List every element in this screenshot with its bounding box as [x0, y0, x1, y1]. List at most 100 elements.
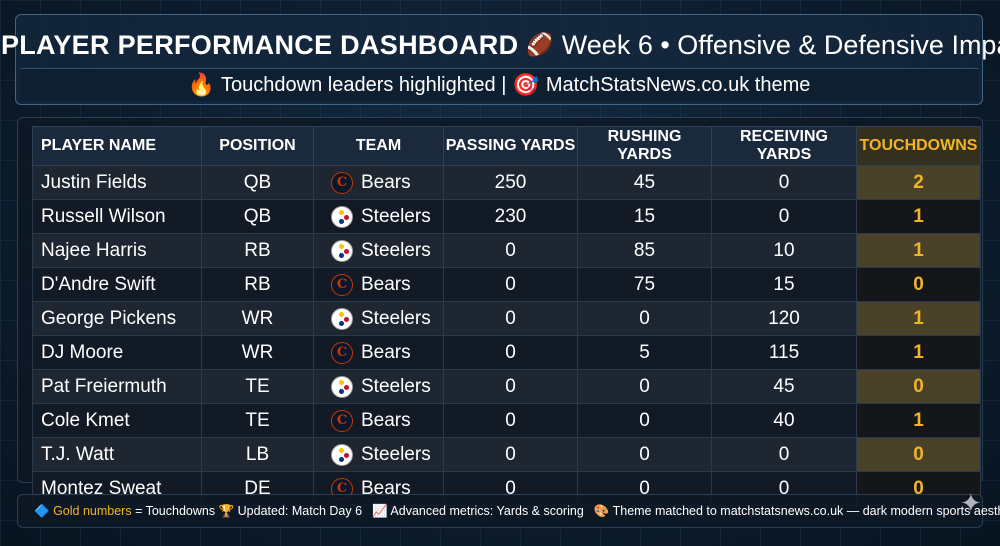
column-header-passing-yards[interactable]: PASSING YARDS — [443, 126, 578, 166]
page-subtitle: Week 6 • Offensive & Defensive Impact — [561, 29, 1000, 60]
cell-position: WR — [201, 301, 314, 336]
cell-rushing-yards: 0 — [577, 369, 712, 404]
cell-player-name: Russell Wilson — [32, 199, 202, 234]
page-title: PLAYER PERFORMANCE DASHBOARD — [0, 29, 519, 60]
cell-touchdowns: 1 — [856, 403, 981, 438]
cell-receiving-yards: 0 — [711, 199, 857, 234]
cell-team: Steelers — [313, 199, 444, 234]
cell-position: TE — [201, 369, 314, 404]
cell-touchdowns: 0 — [856, 437, 981, 472]
updated-text: Updated: Match Day 6 — [237, 503, 363, 518]
cell-position: WR — [201, 335, 314, 370]
cell-rushing-yards: 85 — [577, 233, 712, 268]
trophy-icon: 🏆 — [218, 503, 235, 518]
cell-touchdowns: 1 — [856, 199, 981, 234]
team-name: Bears — [361, 171, 411, 193]
table-row[interactable]: Russell Wilson QB Steelers 230 15 0 1 — [32, 199, 981, 234]
gold-numbers-label: Gold numbers — [53, 503, 132, 518]
cell-passing-yards: 230 — [443, 199, 578, 234]
cell-passing-yards: 0 — [443, 437, 578, 472]
column-header-touchdowns[interactable]: TOUCHDOWNS — [856, 126, 981, 166]
cell-receiving-yards: 40 — [711, 403, 857, 438]
column-header-player-name[interactable]: PLAYER NAME — [32, 126, 202, 166]
column-header-receiving-yards[interactable]: RECEIVING YARDS — [711, 126, 857, 166]
footer-metrics: 📈 Advanced metrics: Yards & scoring — [372, 504, 584, 519]
cell-rushing-yards: 5 — [577, 335, 712, 370]
cell-player-name: George Pickens — [32, 301, 202, 336]
table-row[interactable]: George Pickens WR Steelers 0 0 120 1 — [32, 301, 981, 336]
cell-receiving-yards: 0 — [711, 437, 857, 472]
table-row[interactable]: DJ Moore WR C Bears 0 5 115 1 — [32, 335, 981, 370]
table-row[interactable]: T.J. Watt LB Steelers 0 0 0 0 — [32, 437, 981, 472]
team-name: Steelers — [361, 307, 431, 329]
cell-team: Steelers — [313, 233, 444, 268]
footer-theme: 🎨 Theme matched to matchstatsnews.co.uk … — [594, 504, 1000, 519]
cell-rushing-yards: 0 — [577, 301, 712, 336]
cell-position: QB — [201, 165, 314, 200]
column-header-rushing-yards[interactable]: RUSHING YARDS — [577, 126, 712, 166]
bears-logo-icon: C — [331, 341, 353, 364]
sparkle-icon: ✦ — [960, 488, 982, 518]
cell-receiving-yards: 120 — [711, 301, 857, 336]
cell-player-name: D'Andre Swift — [32, 267, 202, 302]
table-row[interactable]: Pat Freiermuth TE Steelers 0 0 45 0 — [32, 369, 981, 404]
table-row[interactable]: D'Andre Swift RB C Bears 0 75 15 0 — [32, 267, 981, 302]
tagline-left: Touchdown leaders highlighted | — [221, 73, 507, 96]
cell-player-name: Cole Kmet — [32, 403, 202, 438]
team-name: Bears — [361, 341, 411, 363]
cell-position: LB — [201, 437, 314, 472]
team-name: Bears — [361, 409, 411, 431]
cell-touchdowns: 0 — [856, 369, 981, 404]
footer-bar: 🔷 Gold numbers = Touchdowns 🏆 Updated: M… — [17, 494, 1000, 528]
cell-team: Steelers — [313, 369, 444, 404]
team-name: Steelers — [361, 443, 431, 465]
cell-receiving-yards: 10 — [711, 233, 857, 268]
cell-position: TE — [201, 403, 314, 438]
cell-touchdowns: 2 — [856, 165, 981, 200]
cell-rushing-yards: 0 — [577, 437, 712, 472]
table-row[interactable]: Justin Fields QB C Bears 250 45 0 2 — [32, 165, 981, 200]
cell-passing-yards: 0 — [443, 369, 578, 404]
cell-passing-yards: 0 — [443, 301, 578, 336]
cell-rushing-yards: 45 — [577, 165, 712, 200]
table-row[interactable]: Cole Kmet TE C Bears 0 0 40 1 — [32, 403, 981, 438]
cell-receiving-yards: 0 — [711, 165, 857, 200]
cell-player-name: Justin Fields — [32, 165, 202, 200]
cell-player-name: Najee Harris — [32, 233, 202, 268]
cell-rushing-yards: 75 — [577, 267, 712, 302]
column-header-position[interactable]: POSITION — [201, 126, 314, 166]
team-name: Bears — [361, 477, 411, 499]
cell-touchdowns: 1 — [856, 301, 981, 336]
cell-team: C Bears — [313, 267, 444, 302]
steelers-logo-icon — [331, 239, 353, 262]
player-stats-table: PLAYER NAME POSITION TEAM PASSING YARDS … — [32, 126, 981, 506]
steelers-logo-icon — [331, 443, 353, 466]
steelers-logo-icon — [331, 205, 353, 228]
cell-receiving-yards: 115 — [711, 335, 857, 370]
cell-passing-yards: 0 — [443, 233, 578, 268]
target-icon: 🎯 — [512, 72, 540, 97]
cell-player-name: Pat Freiermuth — [32, 369, 202, 404]
bears-logo-icon: C — [331, 409, 353, 432]
cell-team: C Bears — [313, 165, 444, 200]
steelers-logo-icon — [331, 375, 353, 398]
diamond-icon: 🔷 — [34, 503, 50, 518]
team-name: Steelers — [361, 239, 431, 261]
cell-touchdowns: 0 — [856, 267, 981, 302]
cell-receiving-yards: 15 — [711, 267, 857, 302]
cell-touchdowns: 1 — [856, 233, 981, 268]
header-panel: 📊 PLAYER PERFORMANCE DASHBOARD 🏈 Week 6 … — [1, 14, 1000, 105]
tagline-row: 🔥 Touchdown leaders highlighted | 🎯 Matc… — [20, 68, 978, 101]
table-row[interactable]: Najee Harris RB Steelers 0 85 10 1 — [32, 233, 981, 268]
cell-team: C Bears — [313, 403, 444, 438]
cell-passing-yards: 0 — [443, 267, 578, 302]
cell-player-name: T.J. Watt — [32, 437, 202, 472]
cell-rushing-yards: 0 — [577, 403, 712, 438]
cell-team: Steelers — [313, 437, 444, 472]
tagline-right: MatchStatsNews.co.uk theme — [545, 73, 811, 96]
team-name: Steelers — [361, 375, 431, 397]
fire-icon: 🔥 — [187, 72, 216, 97]
column-header-team[interactable]: TEAM — [313, 126, 444, 166]
cell-passing-yards: 0 — [443, 403, 578, 438]
stats-table-panel: PLAYER NAME POSITION TEAM PASSING YARDS … — [17, 117, 983, 506]
